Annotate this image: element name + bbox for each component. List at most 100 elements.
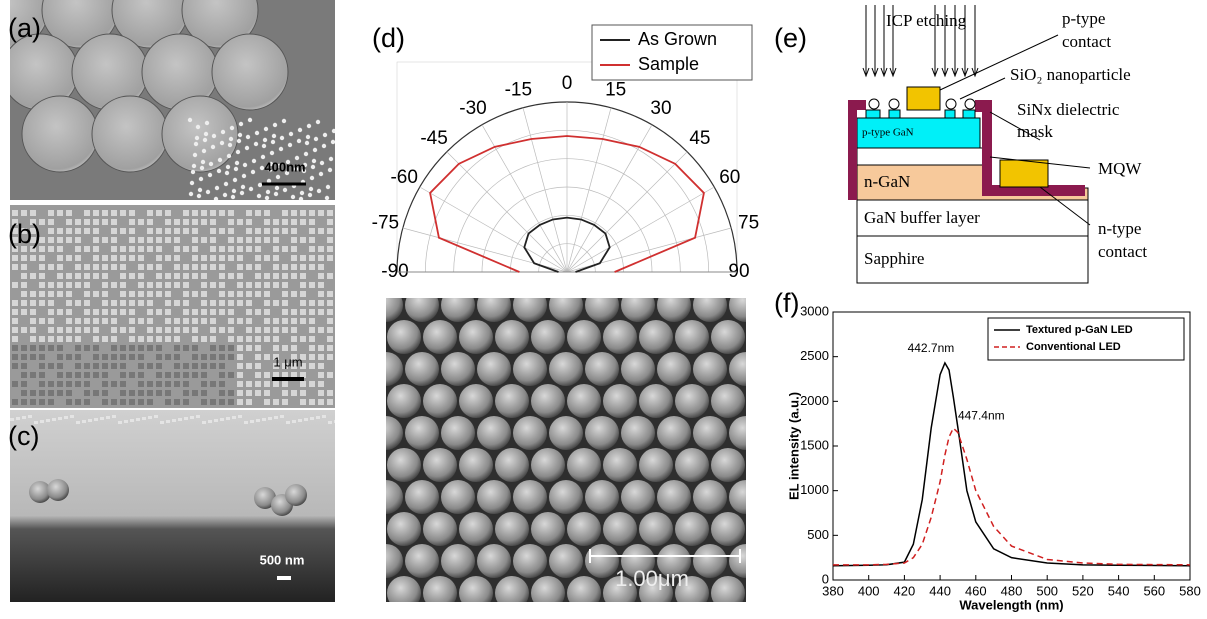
pillar — [328, 421, 332, 424]
sphere — [405, 544, 439, 578]
particle — [190, 181, 194, 185]
pillar — [12, 309, 18, 315]
pillar — [84, 318, 90, 324]
sphere — [441, 352, 475, 386]
pillar — [84, 282, 90, 288]
sphere — [675, 448, 709, 482]
pillar — [102, 255, 108, 261]
pillar — [264, 300, 270, 306]
sphere — [459, 384, 493, 418]
sphere — [639, 320, 673, 354]
pillar — [147, 309, 153, 315]
particle — [275, 186, 279, 190]
angle-label: 30 — [650, 98, 671, 119]
pillar — [93, 318, 99, 324]
legend-label: Conventional LED — [1026, 341, 1121, 353]
sphere — [549, 416, 583, 450]
pillar — [322, 415, 326, 418]
sphere — [693, 352, 727, 386]
pillar — [66, 255, 72, 261]
pillar — [75, 228, 81, 234]
pillar — [22, 416, 26, 419]
sphere — [92, 96, 168, 172]
x-tick-label: 520 — [1072, 583, 1094, 598]
sphere — [567, 384, 601, 418]
pillar — [93, 345, 99, 351]
pillar — [129, 219, 135, 225]
pillar — [30, 300, 36, 306]
particle — [248, 118, 252, 122]
particle — [320, 161, 324, 165]
sphere — [567, 576, 601, 610]
sphere — [387, 384, 421, 418]
pillar — [93, 390, 99, 396]
sphere — [162, 96, 238, 172]
pillar — [309, 255, 315, 261]
pillar — [57, 363, 63, 369]
pillar — [165, 354, 171, 360]
pillar — [165, 210, 171, 216]
pillar — [219, 273, 225, 279]
particle — [280, 136, 284, 140]
pillar — [156, 363, 162, 369]
pillar — [57, 345, 63, 351]
pillar — [102, 363, 108, 369]
pillar — [66, 273, 72, 279]
x-tick-label: 440 — [929, 583, 951, 598]
particle — [199, 177, 203, 181]
pillar — [21, 363, 27, 369]
pillar — [202, 421, 206, 424]
pillar — [102, 219, 108, 225]
pillar — [156, 327, 162, 333]
pillar — [30, 255, 36, 261]
pillar — [111, 309, 117, 315]
pillar — [66, 291, 72, 297]
sphere — [495, 512, 529, 546]
panel-label: (b) — [8, 219, 41, 249]
pillar — [102, 390, 108, 396]
particle — [265, 196, 269, 200]
pillar — [273, 318, 279, 324]
pillar — [246, 336, 252, 342]
schematic-label: n-GaN — [864, 172, 910, 191]
pillar — [309, 228, 315, 234]
sphere — [621, 480, 655, 514]
pillar — [75, 264, 81, 270]
pillar — [21, 273, 27, 279]
pillar — [102, 282, 108, 288]
n-contact — [1000, 160, 1048, 187]
pillar — [282, 228, 288, 234]
pillar — [282, 291, 288, 297]
pillar — [219, 228, 225, 234]
pillar — [255, 390, 261, 396]
sphere — [387, 576, 421, 610]
particle — [258, 183, 262, 187]
pillar — [112, 415, 116, 418]
pillar — [273, 336, 279, 342]
pillar — [84, 246, 90, 252]
particle — [198, 188, 202, 192]
pillar — [210, 228, 216, 234]
sphere — [387, 512, 421, 546]
pillar — [291, 246, 297, 252]
pillar — [228, 237, 234, 243]
sphere — [639, 384, 673, 418]
particle — [201, 160, 205, 164]
y-tick-label: 1500 — [800, 437, 829, 452]
pillar — [12, 264, 18, 270]
pillar — [102, 354, 108, 360]
p-contact — [907, 87, 940, 110]
pillar — [282, 246, 288, 252]
pillar — [111, 300, 117, 306]
pillar — [111, 237, 117, 243]
pillar — [256, 419, 260, 422]
pillar — [21, 255, 27, 261]
pillar — [300, 399, 306, 405]
pillar — [66, 354, 72, 360]
pillar — [255, 264, 261, 270]
legend-label: Sample — [638, 54, 699, 74]
pillar — [264, 318, 270, 324]
pillar — [57, 390, 63, 396]
sphere — [729, 352, 763, 386]
pillar — [147, 318, 153, 324]
